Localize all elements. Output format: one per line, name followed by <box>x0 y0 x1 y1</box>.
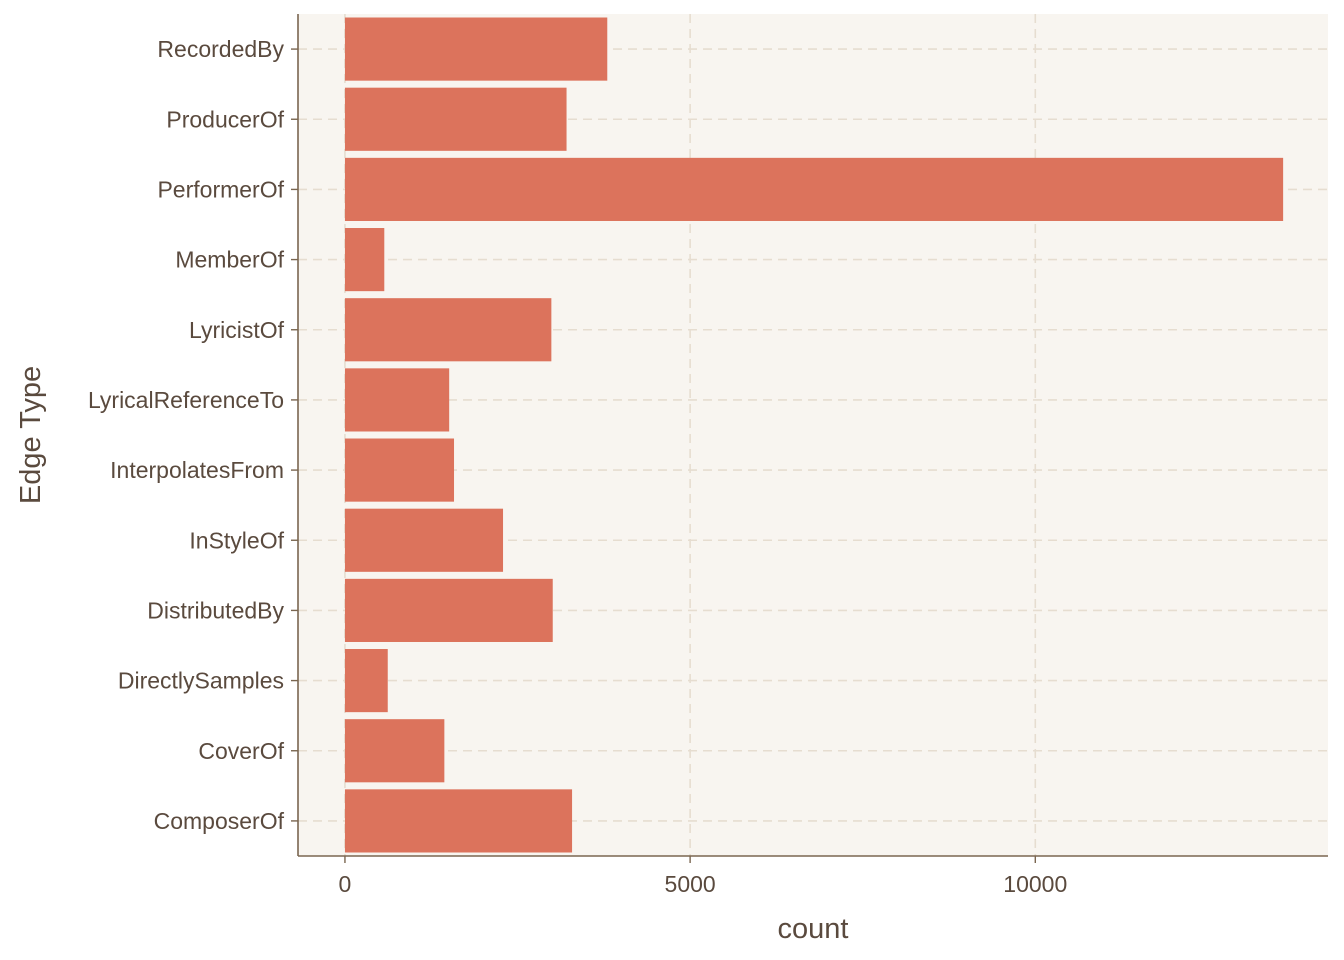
y-tick-label-DirectlySamples: DirectlySamples <box>118 668 284 694</box>
y-axis-title: Edge Type <box>15 366 47 504</box>
y-tick-label-DistributedBy: DistributedBy <box>147 597 284 623</box>
x-tick-label-10000: 10000 <box>1003 871 1067 897</box>
x-axis-title: count <box>778 913 849 945</box>
y-tick-label-RecordedBy: RecordedBy <box>157 36 284 62</box>
y-tick-label-PerformerOf: PerformerOf <box>157 176 284 202</box>
y-tick-label-MemberOf: MemberOf <box>175 247 284 273</box>
bar-DistributedBy <box>345 579 553 642</box>
bar-ProducerOf <box>345 88 567 151</box>
bar-LyricalReferenceTo <box>345 368 449 431</box>
bar-DirectlySamples <box>345 649 388 712</box>
bar-ComposerOf <box>345 789 572 852</box>
y-axis-ticks: ComposerOf CoverOf DirectlySamples Distribu… <box>88 36 298 834</box>
bar-LyricistOf <box>345 298 551 361</box>
y-tick-label-ComposerOf: ComposerOf <box>154 808 285 834</box>
y-tick-label-InterpolatesFrom: InterpolatesFrom <box>110 457 284 483</box>
bar-PerformerOf <box>345 158 1283 221</box>
bar-RecordedBy <box>345 18 607 81</box>
bar-MemberOf <box>345 228 384 291</box>
bar-InterpolatesFrom <box>345 439 454 502</box>
bar-InStyleOf <box>345 509 503 572</box>
y-tick-label-LyricalReferenceTo: LyricalReferenceTo <box>88 387 284 413</box>
y-tick-label-CoverOf: CoverOf <box>198 738 284 764</box>
x-tick-label-5000: 5000 <box>665 871 716 897</box>
y-tick-label-LyricistOf: LyricistOf <box>189 317 285 343</box>
bar-CoverOf <box>345 719 444 782</box>
y-tick-label-ProducerOf: ProducerOf <box>166 106 284 132</box>
x-tick-label-0: 0 <box>339 871 352 897</box>
y-tick-label-InStyleOf: InStyleOf <box>189 527 284 553</box>
x-axis-ticks: 0 5000 10000 <box>339 856 1068 897</box>
